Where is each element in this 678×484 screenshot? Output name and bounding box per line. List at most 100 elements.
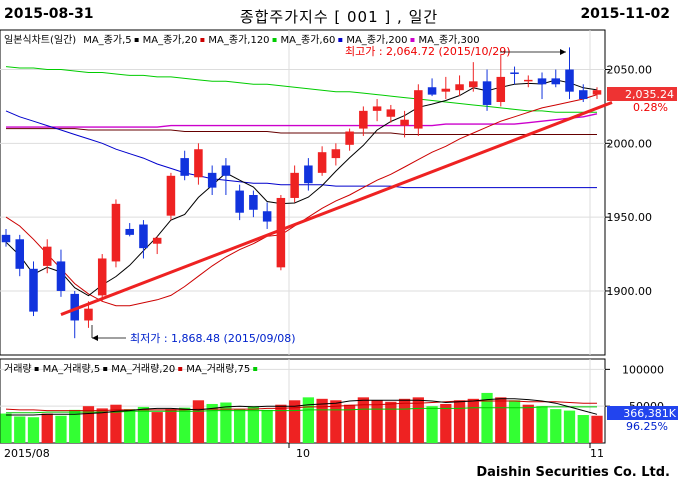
volume-bar [316,398,328,443]
volume-ma20-line [5,400,597,412]
volume-bar [206,403,218,443]
ma60-line [5,110,597,189]
legend-label: MA_거래량,75 [186,363,250,375]
volume-bar [330,400,342,443]
current-volume-value: 366,381K [623,407,676,420]
candle-body [139,224,148,249]
volume-bar [234,409,246,443]
volume-bar [69,409,81,443]
price-y-ticks: 2050.00 2000.00 1950.00 1900.00 [607,64,653,298]
volume-bar [440,403,452,443]
candle-body [249,195,258,210]
volume-bar [412,397,424,443]
legend-label: MA_종가,300 [418,34,479,46]
price-legend: 일본식차트(일간) MA_종가,5 MA_종가,20 MA_종가,120 MA_종가,6… [4,34,480,46]
volume-bar [0,413,12,443]
price-tick-label: 2000.00 [607,137,653,150]
start-date: 2015-08-31 [4,6,94,22]
candle-body [276,197,286,268]
volume-bar [165,409,177,443]
candlesticks [1,47,602,339]
volume-bar [508,400,521,443]
candle-body [386,109,396,117]
candle-body [592,90,602,95]
price-tick-label: 1900.00 [607,285,653,298]
volume-bar [14,416,26,443]
volume-bar [110,404,122,443]
volume-bar [467,398,479,443]
candle-body [29,268,38,312]
candle-body [111,203,121,262]
volume-bar [151,412,163,443]
candle-body [304,165,313,184]
candle-body [524,79,533,82]
ma200-line [6,113,598,128]
chart-header: 2015-08-31 종합주가지수 [ 001 ] , 일간 2015-11-0… [0,0,678,30]
trendline-segment [60,101,613,316]
volume-bar [550,409,562,443]
volume-bar [385,401,397,443]
volume-bar [261,409,273,443]
volume-bar [275,404,287,443]
max-annotation: 최고가 : 2,064.72 (2015/10/29) [345,45,566,58]
legend-label: MA_종가,120 [208,34,269,46]
volume-bar [398,398,411,443]
volume-bar [192,400,205,443]
volume-bar [179,407,191,443]
current-volume-badge [607,406,678,420]
volume-bar [481,392,493,443]
volume-bar [536,406,548,443]
candle-body [400,119,409,126]
volume-bar [371,400,383,443]
max-arrow-head [560,49,566,55]
current-price-change: 0.28% [633,101,668,114]
x-label-aug: 2015/08 [4,447,50,460]
candle-body [180,158,189,176]
legend-swatch [103,367,108,371]
x-label-nov: 11 [590,447,604,460]
candle-body [565,69,574,92]
legend-swatch [410,38,415,42]
legend-swatch [134,38,139,42]
legend-label: 거래량 [4,363,32,375]
candle-body [84,308,93,321]
volume-bar [288,400,301,443]
current-price-badge [607,87,677,101]
legend-label: MA_거래량,20 [111,363,175,375]
volume-y-ticks: 10000050000 [622,363,664,413]
candle-body [42,246,52,266]
candle-body [152,237,162,244]
legend-swatch [338,38,343,42]
legend-swatch [200,38,205,42]
max-label: 최고가 : 2,064.72 (2015/10/29) [345,45,511,58]
volume-bar [591,415,603,443]
volume-bar [343,404,356,443]
legend-label: MA_종가,5 [83,34,131,46]
candle-body [317,152,327,173]
min-label: 최저가 : 1,868.48 (2015/09/08) [130,332,296,345]
candle-body [15,239,25,269]
ma120-line [5,66,597,113]
volume-bar [27,417,40,443]
candle-body [441,88,451,92]
candle-body [262,211,272,222]
volume-bar [124,409,136,443]
x-label-oct: 10 [296,447,310,460]
volume-bars [0,392,603,443]
candle-body [496,76,506,102]
volume-tick-label: 100000 [622,363,664,376]
candle-body [125,228,134,235]
candle-body [331,149,341,159]
candle-body [510,72,519,74]
trendline [60,101,613,316]
legend-label: MA_종가,200 [346,34,407,46]
price-tick-label: 2050.00 [607,64,653,77]
candle-body [551,78,561,85]
candle-body [469,81,478,88]
legend-swatch [34,367,39,371]
candle-body [235,190,244,213]
min-arrow-head [92,335,98,341]
volume-bar [137,406,150,443]
volume-bar [453,400,466,443]
